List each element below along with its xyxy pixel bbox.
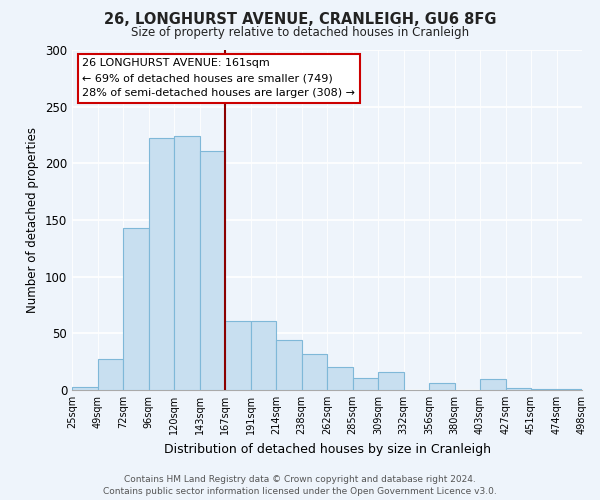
Bar (149, 138, 174, 390)
Bar (480, 378, 505, 390)
X-axis label: Distribution of detached houses by size in Cranleigh: Distribution of detached houses by size … (163, 442, 491, 456)
Text: 26, LONGHURST AVENUE, CRANLEIGH, GU6 8FG: 26, LONGHURST AVENUE, CRANLEIGH, GU6 8FG (104, 12, 496, 28)
Bar (251, 321, 276, 390)
Y-axis label: Number of detached properties: Number of detached properties (26, 127, 40, 313)
Bar (505, 388, 531, 390)
Bar (557, 389, 582, 390)
Bar (72, 386, 97, 390)
Bar (123, 228, 149, 390)
Bar (97, 360, 123, 390)
Text: 26 LONGHURST AVENUE: 161sqm
← 69% of detached houses are smaller (749)
28% of se: 26 LONGHURST AVENUE: 161sqm ← 69% of det… (82, 58, 355, 98)
Bar (429, 383, 455, 390)
Text: Size of property relative to detached houses in Cranleigh: Size of property relative to detached ho… (131, 26, 469, 39)
Bar (174, 136, 199, 390)
Bar (378, 372, 404, 390)
Bar (225, 321, 251, 390)
Bar (353, 378, 378, 390)
Bar (327, 368, 353, 390)
Bar (302, 354, 327, 390)
Bar (276, 340, 302, 390)
Text: Contains HM Land Registry data © Crown copyright and database right 2024.
Contai: Contains HM Land Registry data © Crown c… (103, 474, 497, 496)
Bar (531, 389, 557, 390)
Bar (199, 151, 225, 390)
